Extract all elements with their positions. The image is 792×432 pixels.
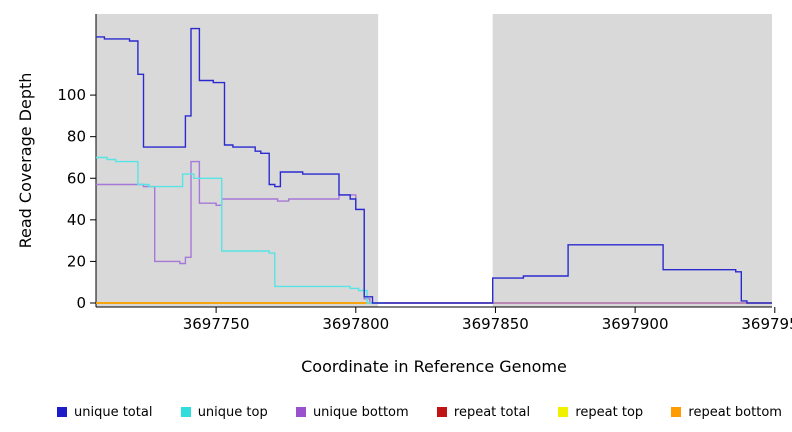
gap-region bbox=[378, 14, 493, 307]
legend-label: unique bottom bbox=[312, 404, 409, 420]
legend-item-unique-top: unique top bbox=[180, 404, 268, 420]
legend-swatch-repeat-top bbox=[558, 407, 569, 417]
legend-swatch-repeat-total bbox=[436, 407, 447, 417]
legend: unique total unique top unique bottom repea… bbox=[0, 399, 792, 425]
y-tick-label: 80 bbox=[67, 128, 86, 146]
legend-swatch-unique-bottom bbox=[295, 407, 306, 417]
legend-item-repeat-total: repeat total bbox=[436, 404, 531, 420]
x-tick-label: 3697900 bbox=[602, 315, 669, 333]
x-axis-title: Coordinate in Reference Genome bbox=[301, 357, 567, 376]
legend-label: repeat total bbox=[453, 404, 531, 420]
legend-label: repeat bottom bbox=[688, 404, 782, 420]
legend-label: unique top bbox=[197, 404, 268, 420]
legend-item-unique-total: unique total bbox=[57, 405, 152, 420]
legend-swatch-repeat-bottom bbox=[671, 407, 682, 417]
legend-swatch-unique-total bbox=[57, 407, 67, 417]
legend-swatch-unique-top bbox=[180, 407, 191, 417]
y-tick-label: 60 bbox=[67, 169, 86, 187]
y-axis-title: Read Coverage Depth bbox=[16, 73, 35, 249]
legend-label: unique total bbox=[74, 404, 153, 420]
series-line-unique-top bbox=[96, 156, 384, 304]
y-tick-label: 40 bbox=[67, 211, 86, 229]
y-tick-label: 20 bbox=[67, 252, 86, 270]
legend-label: repeat top bbox=[575, 404, 644, 420]
y-tick-label: 100 bbox=[57, 86, 86, 104]
x-tick-label: 3697950 bbox=[741, 315, 792, 333]
series-line-unique-total bbox=[96, 27, 772, 304]
coverage-chart: 0 20 40 60 80 100 3697750 3697800 3697850 3697900… bbox=[16, 14, 792, 376]
y-tick-label: 0 bbox=[76, 294, 86, 312]
x-tick-label: 3697850 bbox=[462, 315, 529, 333]
legend-item-repeat-bottom: repeat bottom bbox=[671, 405, 782, 420]
legend-item-repeat-top: repeat top bbox=[558, 405, 643, 420]
x-tick-label: 3697800 bbox=[322, 315, 389, 333]
x-tick-label: 3697750 bbox=[183, 315, 250, 333]
legend-item-unique-bottom: unique bottom bbox=[295, 404, 409, 420]
